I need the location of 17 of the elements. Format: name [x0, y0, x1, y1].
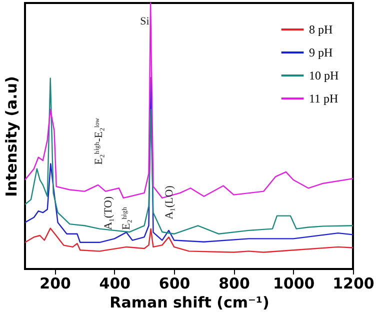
- x-tick-label: 200: [40, 274, 71, 292]
- x-tick-label: 1000: [272, 274, 315, 292]
- annotation: Si: [140, 16, 150, 28]
- legend-label: 8 pH: [309, 22, 333, 36]
- annotation: E₂ʰⁱᵍʰ: [120, 206, 133, 230]
- y-axis-title: Intensity (a.u): [2, 76, 20, 197]
- legend-label: 9 pH: [309, 46, 333, 60]
- x-axis-title: Raman shift (cm⁻¹): [110, 294, 270, 312]
- x-tick-label: 400: [99, 274, 131, 292]
- annotation: E₂ʰⁱᵍʰ-E₂ˡᵒʷ: [92, 118, 105, 165]
- annotation: A₁(TO): [102, 196, 115, 230]
- legend-label: 10 pH: [309, 68, 339, 82]
- legend-label: 11 pH: [309, 92, 339, 106]
- x-tick-label: 600: [158, 274, 190, 292]
- x-tick-label: 800: [218, 274, 250, 292]
- x-tick-label: 1200: [332, 274, 374, 292]
- annotation: A₁(LO): [163, 185, 176, 220]
